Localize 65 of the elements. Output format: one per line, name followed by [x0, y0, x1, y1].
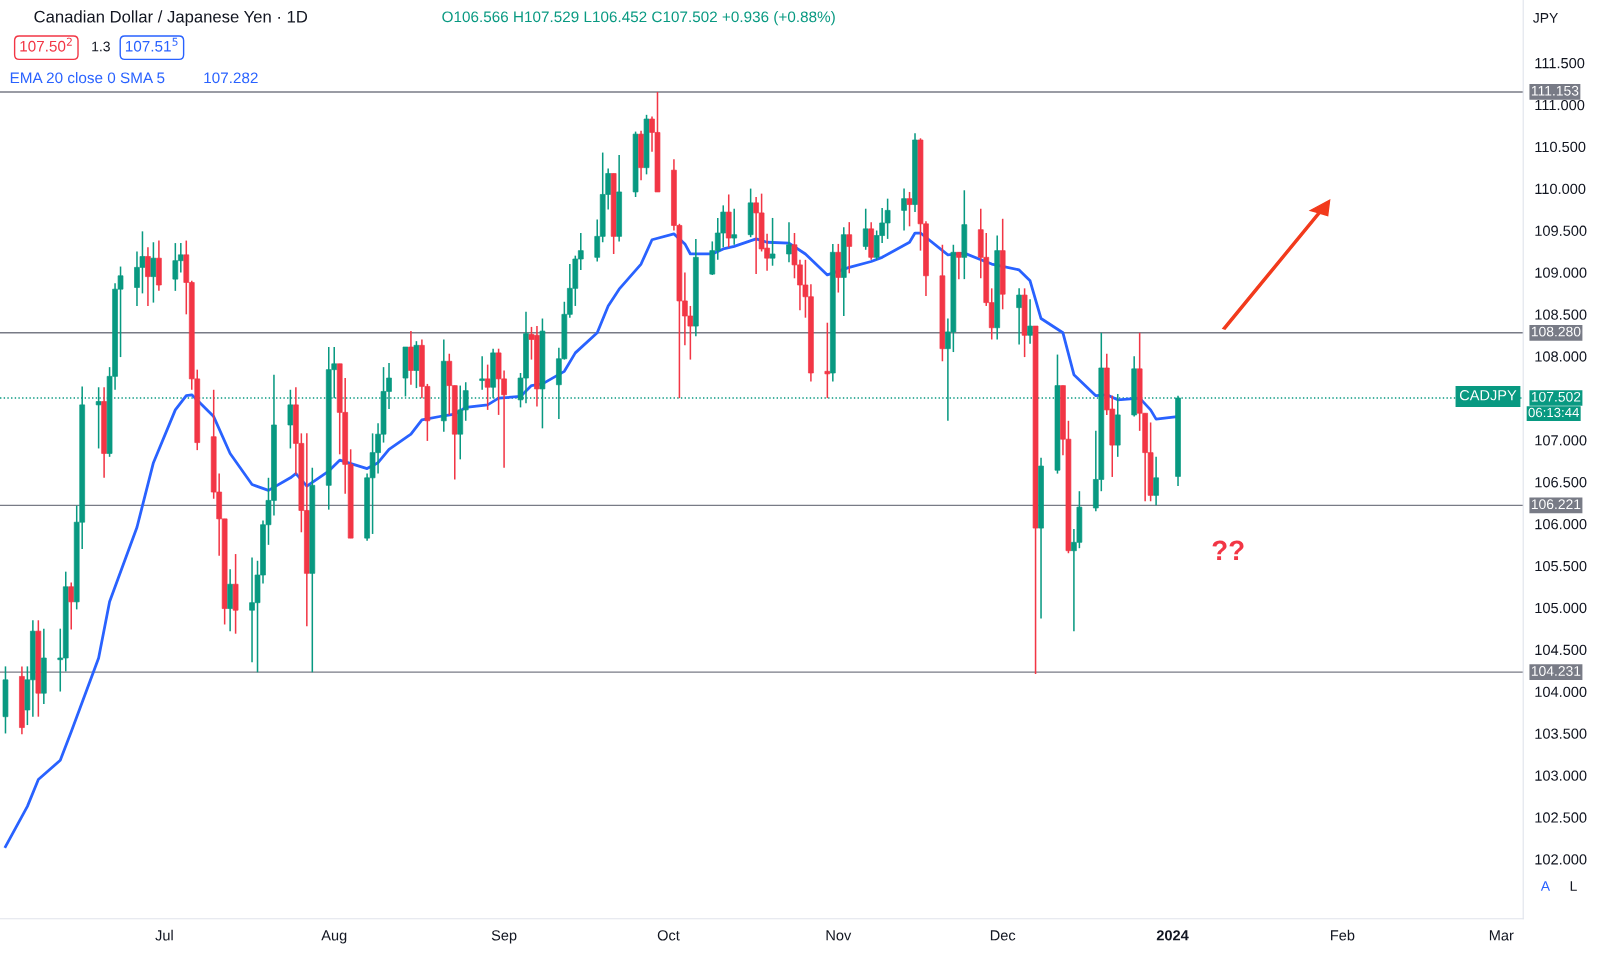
y-tick-label: 106.500: [1535, 477, 1587, 488]
y-tick-label: 108.000: [1535, 351, 1587, 362]
annotation: 1.3: [92, 41, 110, 52]
y-tick-label: 108.500: [1535, 309, 1587, 320]
candlestick: [901, 187, 907, 232]
text: L: [1570, 881, 1577, 891]
candlestick: [906, 191, 913, 228]
y-tick-label: 109.000: [1535, 267, 1587, 278]
y-tick-label: 110.500: [1535, 141, 1586, 153]
annotation: O106.566 H107.529 L106.452 C107.502 +0.936 (+0.88%): [442, 10, 835, 26]
candlestick: [408, 330, 414, 386]
ref-line-label: 106.221: [1531, 499, 1581, 510]
y-tick-label: 109.500: [1535, 225, 1587, 236]
ref-line-label: 108.280: [1531, 326, 1581, 337]
y-tick-label: 111.000: [1535, 99, 1585, 111]
candlestick: [846, 221, 853, 275]
candlestick: [862, 207, 869, 251]
text: EMA 20 close 0 SMA 5: [10, 71, 165, 84]
text: 06:13:44: [1528, 407, 1579, 418]
y-tick-label: 107.000: [1535, 435, 1587, 446]
y-tick-label: 102.000: [1535, 854, 1587, 865]
x-tick-label: Feb: [1331, 929, 1355, 941]
candlestick: [150, 241, 157, 304]
ref-line-label: 111.153: [1531, 85, 1579, 96]
ref-line-label: 107.502: [1531, 391, 1581, 402]
y-tick-label: 102.500: [1535, 812, 1587, 823]
candlestick: [1153, 456, 1159, 507]
y-tick-label: 104.500: [1535, 644, 1587, 656]
candlestick: [1027, 298, 1033, 345]
x-tick-label: Oct: [657, 930, 680, 941]
y-tick-label: 103.500: [1535, 728, 1587, 739]
x-tick-label: Jul: [155, 929, 173, 941]
y-tick-label: 105.000: [1535, 602, 1587, 614]
text: A: [1540, 881, 1551, 891]
candlestick: [68, 581, 75, 631]
candlestick: [172, 242, 179, 292]
y-tick-label: 105.500: [1535, 560, 1587, 572]
candlestick: [484, 363, 491, 411]
y-tick-label: 111.500: [1535, 57, 1585, 69]
y-tick-label: 110.000: [1535, 183, 1586, 195]
annotation: 107.282: [204, 72, 258, 84]
text: Canadian Dollar / Japanese Yen · 1D: [34, 10, 308, 26]
candlestick: [1016, 287, 1022, 346]
x-tick-label: Dec: [990, 930, 1016, 941]
candlestick: [824, 321, 831, 399]
annotation: CADJPY: [1459, 390, 1517, 401]
x-tick-label: Nov: [826, 930, 852, 941]
y-tick-label: 103.000: [1535, 770, 1587, 781]
candlestick: [145, 246, 151, 307]
candlestick: [769, 217, 776, 267]
x-tick-label: Aug: [321, 930, 347, 944]
ref-line-label: 104.231: [1531, 666, 1581, 676]
y-tick-label: 104.000: [1535, 686, 1587, 697]
x-tick-label: Sep: [491, 930, 517, 944]
annotation: ??: [1212, 540, 1244, 560]
text: JPY: [1533, 13, 1558, 23]
candlestick: [731, 207, 738, 246]
candlestick: [786, 221, 792, 264]
annotation: 107.50$^{2}$: [20, 37, 72, 52]
x-tick-label: Mar: [1489, 930, 1514, 941]
x-tick-label: 2024: [1156, 930, 1189, 941]
candlestick: [956, 251, 962, 280]
candlestick: [479, 355, 485, 391]
y-tick-label: 106.000: [1535, 518, 1587, 530]
annotation: 107.51$^{5}$: [125, 37, 178, 52]
